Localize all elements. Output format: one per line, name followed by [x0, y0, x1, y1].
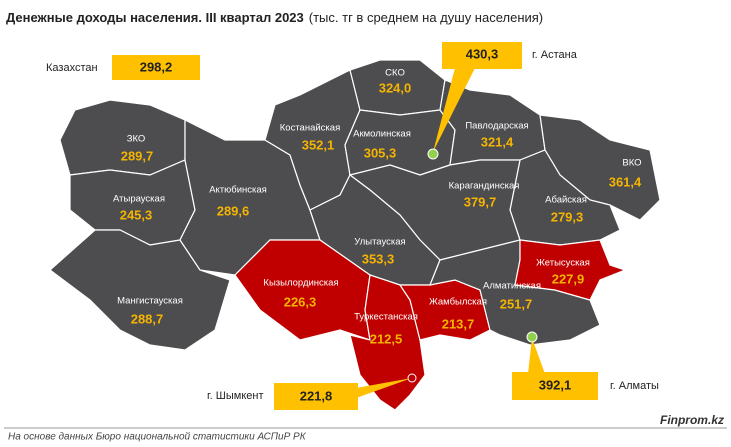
- region-value: 321,4: [481, 134, 514, 149]
- country-name: Казахстан: [46, 62, 98, 74]
- region-value: 251,7: [500, 296, 533, 311]
- city-value: 221,8: [300, 388, 333, 403]
- title-main: Денежные доходы населения. III квартал 2…: [6, 10, 304, 25]
- region: [344, 109, 456, 176]
- region-name: Мангистауская: [117, 296, 183, 307]
- title-sub: (тыс. тг в среднем на душу населения): [309, 10, 543, 25]
- country-box: [112, 55, 200, 80]
- region-name: Павлодарская: [465, 121, 528, 132]
- country-value: 298,2: [140, 59, 173, 74]
- source: На основе данных Бюро национальной стати…: [8, 432, 307, 443]
- region-value: 279,3: [551, 209, 584, 224]
- region-name: Карагандинская: [449, 181, 520, 192]
- region-name: Атырауская: [113, 194, 165, 205]
- title: Денежные доходы населения. III квартал 2…: [6, 10, 543, 25]
- region-name: Жетысуская: [536, 258, 590, 269]
- region-value: 352,1: [302, 137, 335, 152]
- region: [514, 239, 627, 301]
- city-name: г. Алматы: [610, 380, 659, 392]
- city-dot: [427, 148, 439, 160]
- region-value: 353,3: [362, 251, 395, 266]
- callout: [356, 378, 412, 398]
- map: ЗКО 289,7 Атырауская 245,3 Мангистауская 288,…: [49, 59, 661, 411]
- region-value: 305,3: [364, 145, 397, 160]
- region-name: Туркестанская: [354, 312, 418, 323]
- city-value: 430,3: [466, 46, 499, 61]
- region-value: 289,7: [121, 148, 154, 163]
- region: [49, 229, 231, 351]
- region-name: Акмолинская: [353, 129, 411, 140]
- region-name: Жамбылская: [429, 297, 487, 308]
- region: [59, 99, 186, 176]
- region-value: 379,7: [464, 194, 497, 209]
- city-box: [442, 42, 522, 69]
- region-value: 324,0: [379, 80, 412, 95]
- region-value: 361,4: [609, 174, 642, 189]
- city-box: [512, 372, 598, 400]
- region-value: 213,7: [442, 316, 475, 331]
- region-value: 245,3: [120, 207, 153, 222]
- city-dot: [526, 331, 538, 343]
- region-value: 289,6: [217, 203, 250, 218]
- brand: Finprom.kz: [660, 413, 724, 427]
- region-value: 288,7: [131, 311, 164, 326]
- callout: [433, 68, 475, 152]
- region-name: ВКО: [622, 158, 641, 169]
- region-name: Абайская: [545, 195, 587, 206]
- region-name: Актюбинская: [209, 185, 267, 196]
- region-name: Кызылординская: [263, 278, 338, 289]
- region-value: 226,3: [284, 294, 317, 309]
- city-box: [274, 383, 358, 410]
- city-value: 392,1: [539, 377, 572, 392]
- region-name: Костанайская: [280, 123, 340, 134]
- region-name: Улытауская: [354, 237, 405, 248]
- region-name: ЗКО: [127, 134, 146, 145]
- region-name: Алматинская: [483, 281, 541, 292]
- region-value: 212,5: [370, 331, 403, 346]
- city-dot: [407, 373, 417, 383]
- region-value: 227,9: [552, 271, 585, 286]
- callout: [528, 338, 545, 374]
- city-name: г. Астана: [532, 49, 578, 61]
- region-name: СКО: [385, 68, 405, 79]
- city-name: г. Шымкент: [207, 390, 264, 402]
